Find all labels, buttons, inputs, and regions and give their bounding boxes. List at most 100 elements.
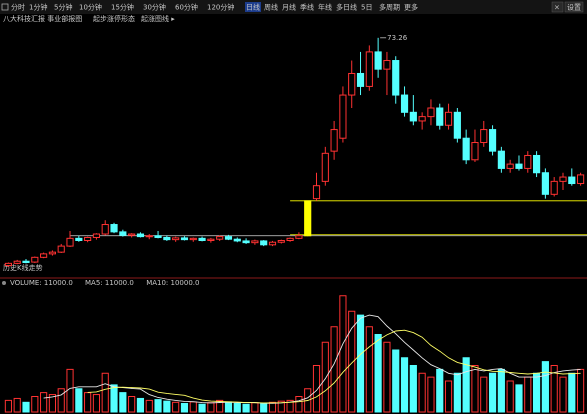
volume-bar xyxy=(550,365,558,413)
candle-body xyxy=(365,51,373,87)
volume-bar xyxy=(339,295,347,413)
volume-bar xyxy=(268,401,277,413)
ma10-line xyxy=(87,329,581,404)
candle-body xyxy=(436,107,444,126)
selected-tab xyxy=(245,2,261,12)
candle-body xyxy=(40,253,48,258)
candle-body xyxy=(488,129,497,152)
volume-bar xyxy=(295,396,303,413)
candle-body xyxy=(92,233,101,238)
volume-bar xyxy=(524,376,532,413)
volume-bar xyxy=(330,326,338,413)
candle-body xyxy=(163,236,171,241)
volume-bar xyxy=(128,396,136,413)
period-tab[interactable]: 5分钟 xyxy=(54,3,72,12)
volume-legend: MA10: 10000.0 xyxy=(146,279,199,287)
period-tab[interactable]: 年线 xyxy=(318,3,332,12)
volume-bar xyxy=(75,388,83,413)
volume-bar xyxy=(409,365,417,413)
candle-body xyxy=(568,176,576,185)
candle-body xyxy=(84,236,92,241)
volume-bar xyxy=(286,399,294,413)
volume-bar xyxy=(242,403,250,413)
candle-body xyxy=(75,237,83,241)
candle-body xyxy=(268,241,277,246)
volume-bar xyxy=(224,401,233,413)
candle-body xyxy=(453,111,461,139)
period-tab[interactable]: 多周期 xyxy=(379,3,400,12)
volume-legend: MA5: 11000.0 xyxy=(85,279,134,287)
volume-bar xyxy=(216,399,224,413)
volume-bar xyxy=(480,376,488,413)
candle-body xyxy=(559,176,567,182)
period-tab[interactable]: 月线 xyxy=(282,3,296,12)
toolbar-button[interactable] xyxy=(564,1,584,13)
legend-dot xyxy=(2,281,6,285)
candle-body xyxy=(392,60,400,96)
volume-bar xyxy=(92,394,101,413)
candle-body xyxy=(497,150,505,169)
candle-body xyxy=(427,107,435,118)
volume-bar xyxy=(400,357,409,413)
volume-bar xyxy=(189,401,197,413)
volume-bar xyxy=(444,380,453,413)
volume-bar xyxy=(66,368,74,413)
candle-body xyxy=(57,245,65,253)
volume-bar xyxy=(119,392,127,413)
candle-body xyxy=(145,235,153,238)
period-tab[interactable]: 更多 xyxy=(404,3,418,12)
volume-bar xyxy=(277,400,285,413)
candle-body xyxy=(207,238,215,241)
volume-bar xyxy=(365,326,373,413)
volume-bar xyxy=(348,310,356,413)
candle-body xyxy=(506,163,514,169)
candle-body xyxy=(295,235,303,239)
volume-bar xyxy=(136,397,145,413)
period-tab[interactable]: 分时 xyxy=(11,3,25,12)
candle-body xyxy=(31,256,39,263)
period-tab[interactable]: 1分钟 xyxy=(29,3,47,12)
period-tab[interactable]: 10分钟 xyxy=(79,3,102,12)
volume-legend: VOLUME: 11000.0 xyxy=(10,279,73,287)
candle-body xyxy=(242,240,250,244)
candle-body xyxy=(348,72,356,96)
volume-bar xyxy=(356,314,365,413)
candle-body xyxy=(541,172,549,195)
period-tab[interactable]: 120分钟 xyxy=(207,3,234,12)
candle-body xyxy=(277,239,285,243)
volume-bar xyxy=(198,403,206,413)
period-tab[interactable]: 30分钟 xyxy=(143,3,166,12)
volume-bar xyxy=(4,399,12,413)
toolbar-button-label: 设置 xyxy=(567,3,581,12)
toolbar-button[interactable] xyxy=(551,1,564,13)
period-tab[interactable]: 多日线 xyxy=(336,3,357,12)
period-tab[interactable]: 60分钟 xyxy=(175,3,198,12)
volume-bar xyxy=(172,401,180,413)
volume-bar xyxy=(471,365,479,413)
period-tab[interactable]: 5日 xyxy=(361,4,372,12)
candle-body xyxy=(260,240,268,246)
candle-body xyxy=(110,224,118,233)
menu-icon[interactable] xyxy=(1,3,9,11)
candle-body xyxy=(383,60,391,70)
candle-body xyxy=(462,137,470,161)
volume-bar xyxy=(22,401,30,413)
subtitle-item: 八大科技汇报 事业部报图 xyxy=(3,14,82,23)
period-tab[interactable]: 日线 xyxy=(246,3,260,12)
candle-body xyxy=(330,129,338,152)
volume-bar xyxy=(533,372,541,413)
candle-body xyxy=(4,262,12,267)
subtitle-item: 起涨图线 ▸ xyxy=(141,14,175,23)
candle-body xyxy=(550,180,558,195)
volume-bar xyxy=(163,400,171,413)
candle-body xyxy=(356,72,365,87)
candle-body xyxy=(154,235,162,238)
volume-bar xyxy=(13,397,21,413)
period-tab[interactable]: 周线 xyxy=(264,3,278,12)
period-tab[interactable]: 15分钟 xyxy=(111,3,134,12)
volume-bar xyxy=(101,372,109,413)
candle-body xyxy=(101,224,109,235)
period-tab[interactable]: 季线 xyxy=(300,3,314,12)
